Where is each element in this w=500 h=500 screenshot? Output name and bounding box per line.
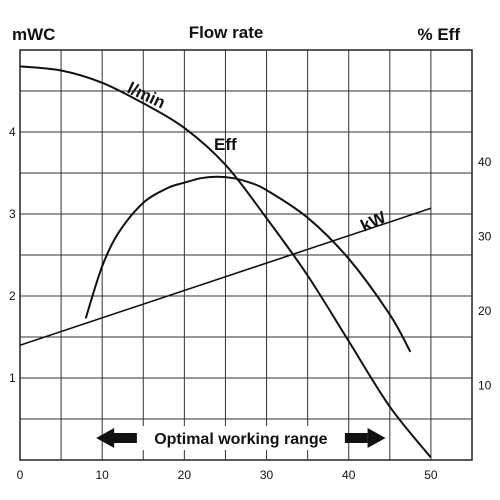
range-bar-left — [126, 433, 141, 443]
grid — [19, 49, 473, 461]
y-left-tick-label: 3 — [9, 207, 16, 221]
tick-labels: 0 10 20 30 40 50 1 2 3 4 10 20 30 40 — [9, 125, 492, 482]
flow-curve — [19, 65, 432, 459]
x-tick-label: 10 — [96, 468, 110, 482]
y-left-tick-label: 2 — [9, 289, 16, 303]
y-right-tick-label: 30 — [478, 229, 492, 243]
x-tick-label: 20 — [178, 468, 192, 482]
left-axis-title: mWC — [12, 25, 55, 44]
optimal-range-annotation: Optimal working range — [96, 426, 386, 450]
x-tick-label: 50 — [424, 468, 438, 482]
left-arrow-icon — [96, 428, 115, 448]
flow-curve-label: l/min — [124, 78, 168, 112]
range-bar-right — [341, 433, 368, 443]
headers: mWC Flow rate % Eff — [12, 23, 460, 44]
efficiency-curve — [84, 175, 412, 353]
y-right-tick-label: 20 — [478, 304, 492, 318]
x-tick-label: 30 — [260, 468, 274, 482]
y-left-tick-label: 1 — [9, 371, 16, 385]
right-arrow-icon — [367, 428, 386, 448]
efficiency-curve-label: Eff — [214, 135, 237, 154]
chart-title: Flow rate — [189, 23, 264, 42]
range-label: Optimal working range — [154, 431, 327, 448]
x-tick-label: 40 — [342, 468, 356, 482]
y-left-tick-label: 4 — [9, 125, 16, 139]
range-label-background — [136, 426, 345, 450]
range-bar-left-inner — [112, 433, 133, 443]
right-axis-title: % Eff — [418, 25, 461, 44]
y-right-tick-label: 40 — [478, 155, 492, 169]
x-tick-label: 0 — [17, 468, 24, 482]
power-line — [19, 207, 432, 346]
y-right-tick-label: 10 — [478, 378, 492, 392]
curves — [19, 65, 432, 459]
